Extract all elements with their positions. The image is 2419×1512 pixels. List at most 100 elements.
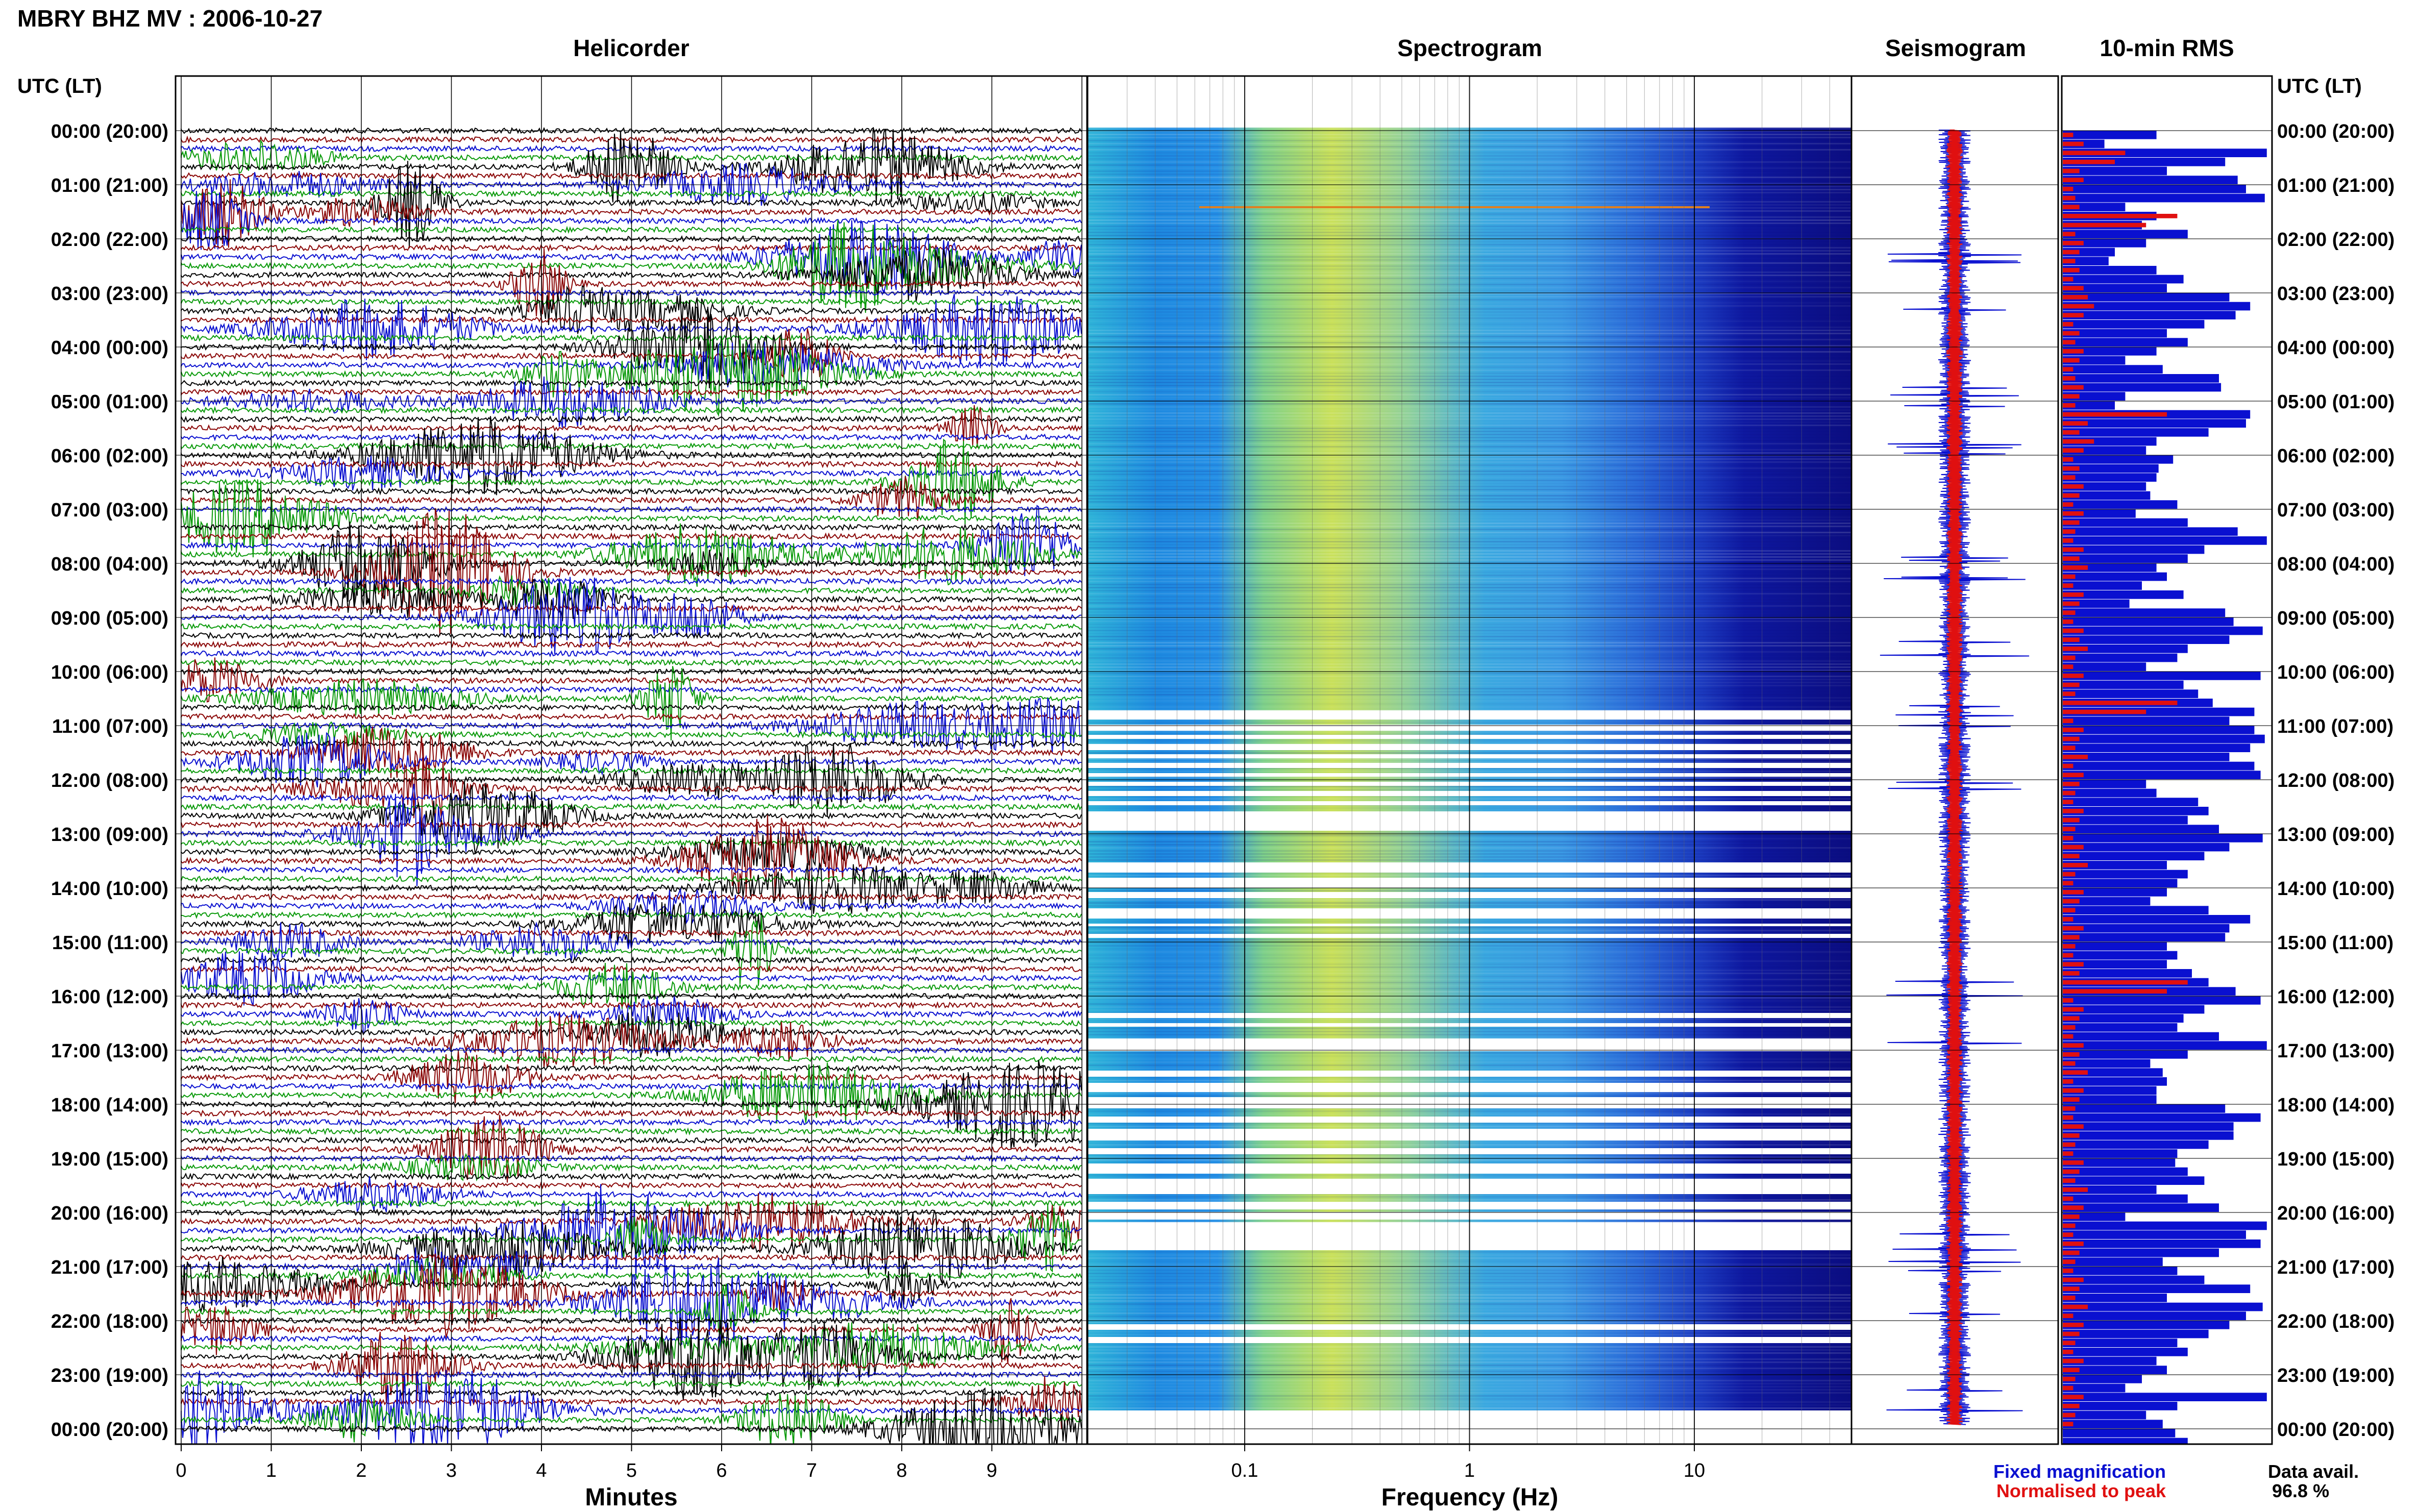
helicorder-trace — [181, 951, 1082, 1007]
time-label-left: 08:00 (04:00) — [51, 554, 168, 575]
helicorder-trace — [181, 1001, 1082, 1009]
helicorder-x-ticks: 0 1 2 3 4 5 6 7 8 9 — [176, 1444, 997, 1481]
helicorder-trace — [181, 1389, 1082, 1397]
helicorder-trace — [181, 415, 1082, 423]
rms-bar-fixed — [2063, 1393, 2267, 1401]
seismogram-frame — [1850, 75, 2059, 1445]
helicorder-trace — [181, 782, 1082, 854]
helicorder-trace — [181, 127, 1082, 135]
rms-bar-normalised — [2063, 1142, 2076, 1147]
rms-bar-fixed — [2063, 1041, 2267, 1050]
rms-bar-normalised — [2063, 457, 2074, 462]
helicorder-trace — [181, 522, 1082, 606]
rms-bar-fixed — [2063, 861, 2167, 870]
legend-normalised-to-peak: Normalised to peak — [1996, 1480, 2166, 1501]
rms-bar-normalised — [2063, 1250, 2080, 1255]
rms-bar-normalised — [2063, 222, 2146, 228]
helicorder-trace — [181, 1082, 1082, 1090]
helicorder-trace — [181, 666, 1081, 741]
helicorder-trace — [181, 1257, 1082, 1348]
helicorder-trace — [181, 187, 1082, 250]
time-label-left: 11:00 (07:00) — [52, 716, 168, 737]
rms-bar-fixed — [2063, 1122, 2234, 1131]
rms-bar-fixed — [2063, 1059, 2151, 1068]
helicorder-x-tick-label: 0 — [176, 1460, 186, 1481]
rms-bar-normalised — [2063, 953, 2074, 958]
rms-bar-fixed — [2063, 1410, 2146, 1420]
helicorder-trace — [181, 794, 1082, 802]
rms-bar-fixed — [2063, 815, 2188, 825]
rms-bar-fixed — [2063, 879, 2178, 887]
helicorder-trace — [181, 577, 1082, 585]
rms-bar-normalised — [2063, 655, 2076, 660]
time-label-left: 00:00 (20:00) — [51, 121, 168, 142]
helicorder-xlabel: Minutes — [585, 1484, 677, 1511]
helicorder-trace — [181, 815, 1082, 901]
rms-bar-normalised — [2063, 151, 2126, 155]
rms-bar-fixed — [2063, 716, 2230, 725]
rms-bar-normalised — [2063, 547, 2084, 552]
time-label-right: 09:00 (05:00) — [2277, 608, 2395, 629]
rms-bar-fixed — [2063, 311, 2236, 319]
helicorder-trace — [181, 1253, 1082, 1262]
helicorder-trace — [181, 508, 1082, 636]
rms-bar-normalised — [2063, 565, 2088, 570]
rms-bar-normalised — [2063, 1169, 2080, 1174]
rms-bar-normalised — [2063, 421, 2088, 426]
rms-bar-fixed — [2063, 275, 2184, 284]
rms-bar-normalised — [2063, 854, 2080, 858]
helicorder-trace — [181, 1184, 1082, 1280]
seismogram-title: Seismogram — [1885, 35, 2026, 61]
rms-bar-normalised — [2063, 881, 2074, 885]
data-availability-value: 96.8 % — [2272, 1480, 2329, 1501]
rms-bar-fixed — [2063, 689, 2199, 698]
rms-bar-fixed — [2063, 455, 2174, 464]
helicorder-trace — [181, 334, 1082, 342]
rms-bar-normalised — [2063, 1079, 2074, 1084]
rms-bar-normalised — [2063, 520, 2080, 525]
rms-bar-fixed — [2063, 1402, 2178, 1410]
helicorder-trace — [181, 821, 1082, 829]
rms-bar-normalised — [2063, 1259, 2076, 1264]
rms-bar-fixed — [2063, 1356, 2157, 1366]
rms-bar-normalised — [2063, 817, 2080, 823]
rms-bar-normalised — [2063, 989, 2167, 994]
helicorder-x-tick-label: 1 — [266, 1460, 277, 1481]
rms-title: 10-min RMS — [2100, 35, 2234, 61]
time-label-right: 15:00 (11:00) — [2277, 932, 2393, 954]
rms-bar-normalised — [2063, 592, 2084, 597]
rms-bar-normalised — [2063, 1232, 2074, 1237]
helicorder-trace — [181, 1210, 1081, 1284]
rms-bar-fixed — [2063, 870, 2188, 879]
rms-bar-normalised — [2063, 286, 2084, 290]
rms-bar-normalised — [2063, 1242, 2084, 1246]
rms-bar-normalised — [2063, 746, 2076, 750]
time-label-right: 03:00 (23:00) — [2277, 283, 2395, 305]
rms-bar-fixed — [2063, 1321, 2230, 1329]
helicorder-trace — [181, 328, 1082, 378]
rms-bar-fixed — [2063, 1366, 2167, 1374]
rms-bar-fixed — [2063, 599, 2130, 608]
rms-bar-normalised — [2063, 1223, 2076, 1228]
rms-bar-fixed — [2063, 842, 2230, 852]
rms-bar-normalised — [2063, 845, 2084, 850]
rms-bar-fixed — [2063, 1311, 2246, 1320]
rms-bar-fixed — [2063, 924, 2230, 933]
helicorder-trace — [181, 433, 1082, 441]
rms-bar-fixed — [2063, 1140, 2209, 1149]
helicorder-trace — [181, 1051, 1082, 1104]
helicorder-trace — [181, 1176, 1082, 1212]
helicorder-trace — [181, 1253, 1082, 1338]
helicorder-trace — [181, 316, 1082, 324]
rms-bar-normalised — [2063, 511, 2084, 516]
rms-bar-fixed — [2063, 951, 2178, 960]
rms-bar-normalised — [2063, 1124, 2084, 1129]
rms-bar-normalised — [2063, 980, 2188, 985]
rms-bar-normalised — [2063, 331, 2080, 336]
rms-bar-normalised — [2063, 790, 2076, 796]
rms-bar-normalised — [2063, 1088, 2084, 1093]
helicorder-trace — [181, 992, 1082, 1000]
rms-bar-normalised — [2063, 691, 2076, 696]
rms-bar-fixed — [2063, 780, 2146, 788]
